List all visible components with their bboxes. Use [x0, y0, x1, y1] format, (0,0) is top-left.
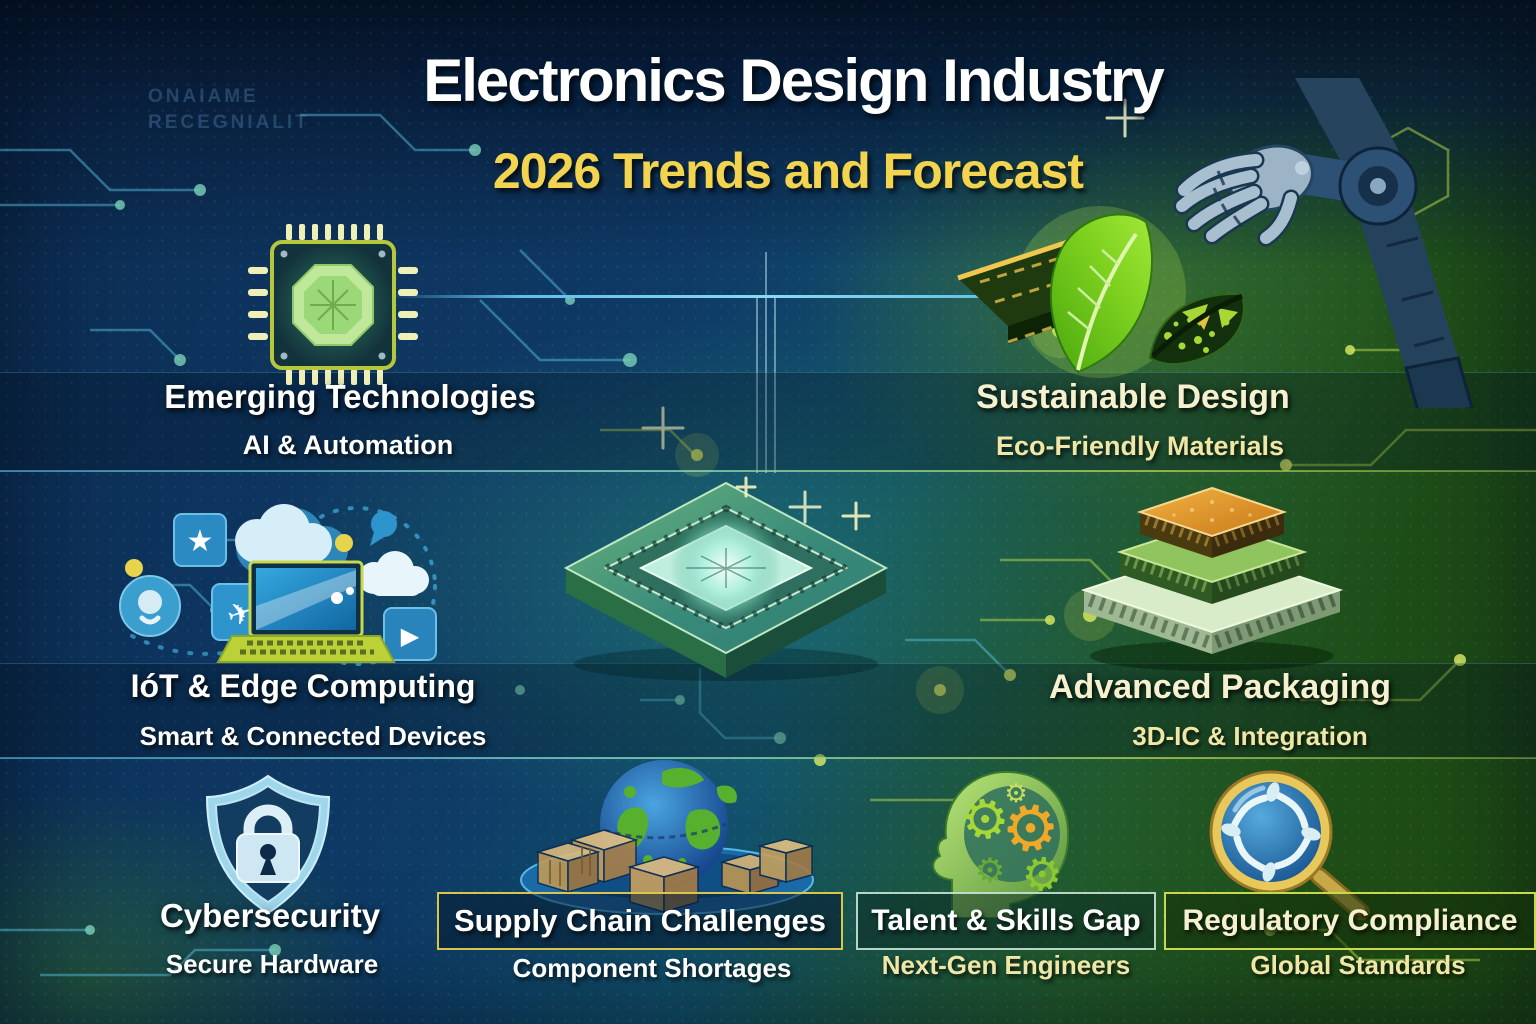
- regulatory-label-box: Regulatory Compliance: [1164, 892, 1536, 950]
- stacked-die-icon: [1080, 486, 1344, 671]
- play-icon: ▶: [401, 622, 420, 650]
- title-underline: [385, 295, 1151, 298]
- row1-label-band: [0, 372, 1536, 472]
- divider-line-1: [0, 470, 1536, 472]
- section-subtitle: Component Shortages: [512, 953, 792, 983]
- divider-line-2: [0, 757, 1536, 759]
- section-title: Regulatory Compliance: [1182, 904, 1518, 937]
- cloud-devices-icon: ★ ✈ ▶: [119, 504, 437, 666]
- section-title: IóT & Edge Computing: [130, 668, 476, 704]
- talent-label-box: Talent & Skills Gap: [856, 892, 1156, 950]
- section-subtitle: Secure Hardware: [165, 949, 379, 979]
- shield-lock-icon: [205, 774, 331, 915]
- section-subtitle: Global Standards: [1250, 950, 1466, 980]
- watermark-line2: RECEGNIALIT: [148, 112, 310, 133]
- section-title: Sustainable Design: [976, 378, 1290, 416]
- section-subtitle: Eco-Friendly Materials: [995, 431, 1285, 461]
- leaf-chip-icon: [957, 206, 1245, 378]
- section-subtitle: 3D-IC & Integration: [1132, 721, 1368, 751]
- head-gears-icon: ⚙ ⚙ ⚙ ⚙ ⚙: [932, 770, 1070, 918]
- watermark-line1: ONAIAME: [148, 86, 259, 107]
- section-title: Advanced Packaging: [1048, 668, 1392, 706]
- section-subtitle: AI & Automation: [242, 430, 454, 460]
- row2-label-band: [0, 663, 1536, 759]
- chip-icon: [248, 224, 418, 385]
- section-title: Supply Chain Challenges: [453, 903, 827, 938]
- gear-icon: ⚙: [975, 851, 1005, 891]
- robot-arm-icon: [1173, 78, 1474, 408]
- section-title: Cybersecurity: [159, 897, 381, 934]
- page-title: Electronics Design Industry: [423, 47, 1165, 114]
- background-watermark: ONAIAME RECEGNIALIT: [148, 84, 310, 136]
- star-icon: ★: [187, 524, 214, 559]
- section-title: Talent & Skills Gap: [871, 904, 1141, 937]
- supply-chain-label-box: Supply Chain Challenges: [437, 892, 843, 950]
- section-subtitle: Smart & Connected Devices: [139, 721, 487, 751]
- gear-icon: ⚙: [956, 784, 1015, 854]
- globe-boxes-icon: [520, 760, 815, 915]
- page-subtitle: 2026 Trends and Forecast: [492, 143, 1084, 199]
- gear-icon: ⚙: [1004, 779, 1027, 809]
- section-subtitle: Next-Gen Engineers: [881, 950, 1131, 980]
- section-title: Emerging Technologies: [164, 378, 536, 415]
- processor-3d-icon: [563, 476, 889, 681]
